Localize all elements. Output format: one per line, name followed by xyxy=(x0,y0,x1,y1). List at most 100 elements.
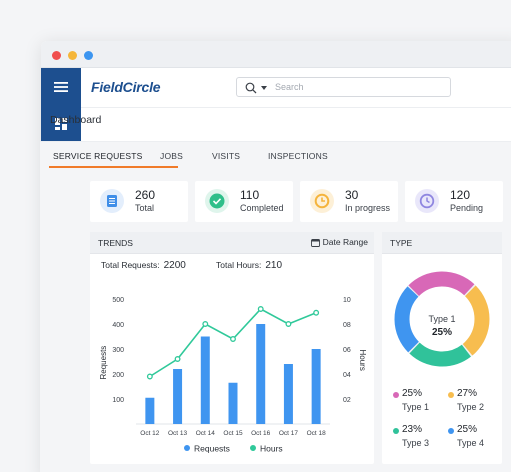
requests-bar xyxy=(256,324,266,424)
legend-pct: 23% xyxy=(402,424,423,435)
stat-value: 260 xyxy=(135,188,156,202)
trends-panel: TRENDS Date Range Total Requests: 2200 To… xyxy=(90,232,374,464)
legend-hours-label: Hours xyxy=(260,444,283,454)
tab-bar: SERVICE REQUESTS JOBS VISITS INSPECTIONS xyxy=(40,141,511,169)
legend-requests-label: Requests xyxy=(194,444,230,454)
search-input[interactable]: Search xyxy=(275,82,304,92)
donut-slice xyxy=(394,271,490,367)
window-titlebar xyxy=(41,41,511,68)
stat-value: 120 xyxy=(450,188,471,202)
y2-tick-label: 08 xyxy=(343,322,351,329)
legend-requests-dot xyxy=(184,445,190,451)
legend-pct: 25% xyxy=(457,424,478,435)
y-tick-label: 400 xyxy=(112,322,124,329)
legend-dot xyxy=(393,392,399,398)
top-bar: FieldCircle Search xyxy=(81,68,511,108)
requests-bar xyxy=(173,369,183,424)
y-tick-label: 500 xyxy=(112,297,124,304)
type-header: TYPE xyxy=(382,232,502,254)
trends-title: TRENDS xyxy=(98,238,133,248)
hours-point xyxy=(257,306,264,312)
search-icon xyxy=(245,82,257,94)
legend-pct: 25% xyxy=(402,388,423,399)
x-tick-label: Oct 12 xyxy=(140,430,160,437)
menu-icon[interactable] xyxy=(53,79,69,95)
legend-hours-dot xyxy=(250,445,256,451)
y-tick-label: 100 xyxy=(112,397,124,404)
stat-card-in-progress[interactable]: 30 In progress xyxy=(300,181,398,222)
legend-pct: 27% xyxy=(457,388,478,399)
y2-tick-label: 10 xyxy=(343,297,351,304)
total-requests: Total Requests: 2200 xyxy=(101,260,186,271)
stat-card-completed[interactable]: 110 Completed xyxy=(195,181,293,222)
legend-name: Type 4 xyxy=(457,438,485,448)
y-tick-label: 200 xyxy=(112,372,124,379)
clock-icon xyxy=(415,189,439,213)
hours-point xyxy=(313,309,320,316)
x-tick-label: Oct 15 xyxy=(223,430,243,437)
stat-card-pending[interactable]: 120 Pending xyxy=(405,181,503,222)
y2-axis-label: Hours xyxy=(358,350,367,371)
y-tick-label: 300 xyxy=(112,347,124,354)
type-title: TYPE xyxy=(390,238,413,248)
y2-tick-label: 06 xyxy=(343,347,351,354)
stat-value: 110 xyxy=(240,188,260,202)
dashboard-icon[interactable] xyxy=(53,116,69,132)
stat-value: 30 xyxy=(345,188,359,202)
y-axis-label: Requests xyxy=(99,346,108,380)
legend-name: Type 1 xyxy=(402,402,430,412)
maximize-window-button[interactable] xyxy=(84,51,93,60)
tab-service-requests[interactable]: SERVICE REQUESTS xyxy=(53,151,143,161)
stat-label: Completed xyxy=(240,203,284,213)
tab-visits[interactable]: VISITS xyxy=(212,151,241,161)
stat-label: Pending xyxy=(450,203,484,213)
minimize-window-button[interactable] xyxy=(68,51,77,60)
requests-bar xyxy=(145,397,155,424)
donut-center-value: 25% xyxy=(431,327,452,338)
x-tick-label: Oct 13 xyxy=(168,430,188,437)
x-tick-label: Oct 17 xyxy=(279,430,299,437)
legend-name: Type 2 xyxy=(457,402,485,412)
x-tick-label: Oct 18 xyxy=(307,430,327,437)
requests-bar xyxy=(311,349,321,424)
legend-name: Type 3 xyxy=(402,438,430,448)
requests-bar xyxy=(200,336,210,424)
list-icon xyxy=(100,189,124,213)
tab-inspections[interactable]: INSPECTIONS xyxy=(268,151,328,161)
app-logo[interactable]: FieldCircle xyxy=(91,79,161,95)
date-range-button[interactable]: Date Range xyxy=(310,237,368,247)
x-tick-label: Oct 14 xyxy=(196,430,216,437)
check-circle-icon xyxy=(205,189,229,213)
active-tab-indicator xyxy=(49,166,178,168)
stat-label: In progress xyxy=(345,203,391,213)
close-window-button[interactable] xyxy=(52,51,61,60)
hours-point xyxy=(230,336,236,342)
requests-bar xyxy=(283,364,293,424)
progress-icon xyxy=(310,189,334,213)
type-panel: TYPE Type 1 25% 25% Type 1 27% Type 2 23… xyxy=(382,232,502,464)
y2-tick-label: 04 xyxy=(343,372,351,379)
total-requests-value: 2200 xyxy=(163,260,186,271)
calendar-icon xyxy=(310,238,320,247)
requests-bar xyxy=(228,382,238,424)
type-donut-chart xyxy=(394,271,490,367)
date-range-label: Date Range xyxy=(322,237,368,247)
tab-jobs[interactable]: JOBS xyxy=(160,151,184,161)
search-box[interactable]: Search xyxy=(236,77,451,97)
donut-center-label: Type 1 xyxy=(428,314,456,324)
legend-dot xyxy=(448,428,454,434)
total-hours: Total Hours: 210 xyxy=(216,260,283,271)
total-hours-value: 210 xyxy=(265,260,283,271)
page-title: Dashboard xyxy=(50,114,102,126)
chevron-down-icon[interactable] xyxy=(261,86,267,90)
legend-dot xyxy=(393,428,399,434)
legend-dot xyxy=(448,392,454,398)
stat-label: Total xyxy=(135,203,155,213)
stat-card-total[interactable]: 260 Total xyxy=(90,181,188,222)
trends-header: TRENDS Date Range xyxy=(90,232,374,254)
hours-point xyxy=(174,356,181,362)
hours-point xyxy=(285,321,292,327)
hours-point xyxy=(146,373,153,380)
donut-slice xyxy=(394,271,490,367)
x-tick-label: Oct 16 xyxy=(251,430,271,437)
